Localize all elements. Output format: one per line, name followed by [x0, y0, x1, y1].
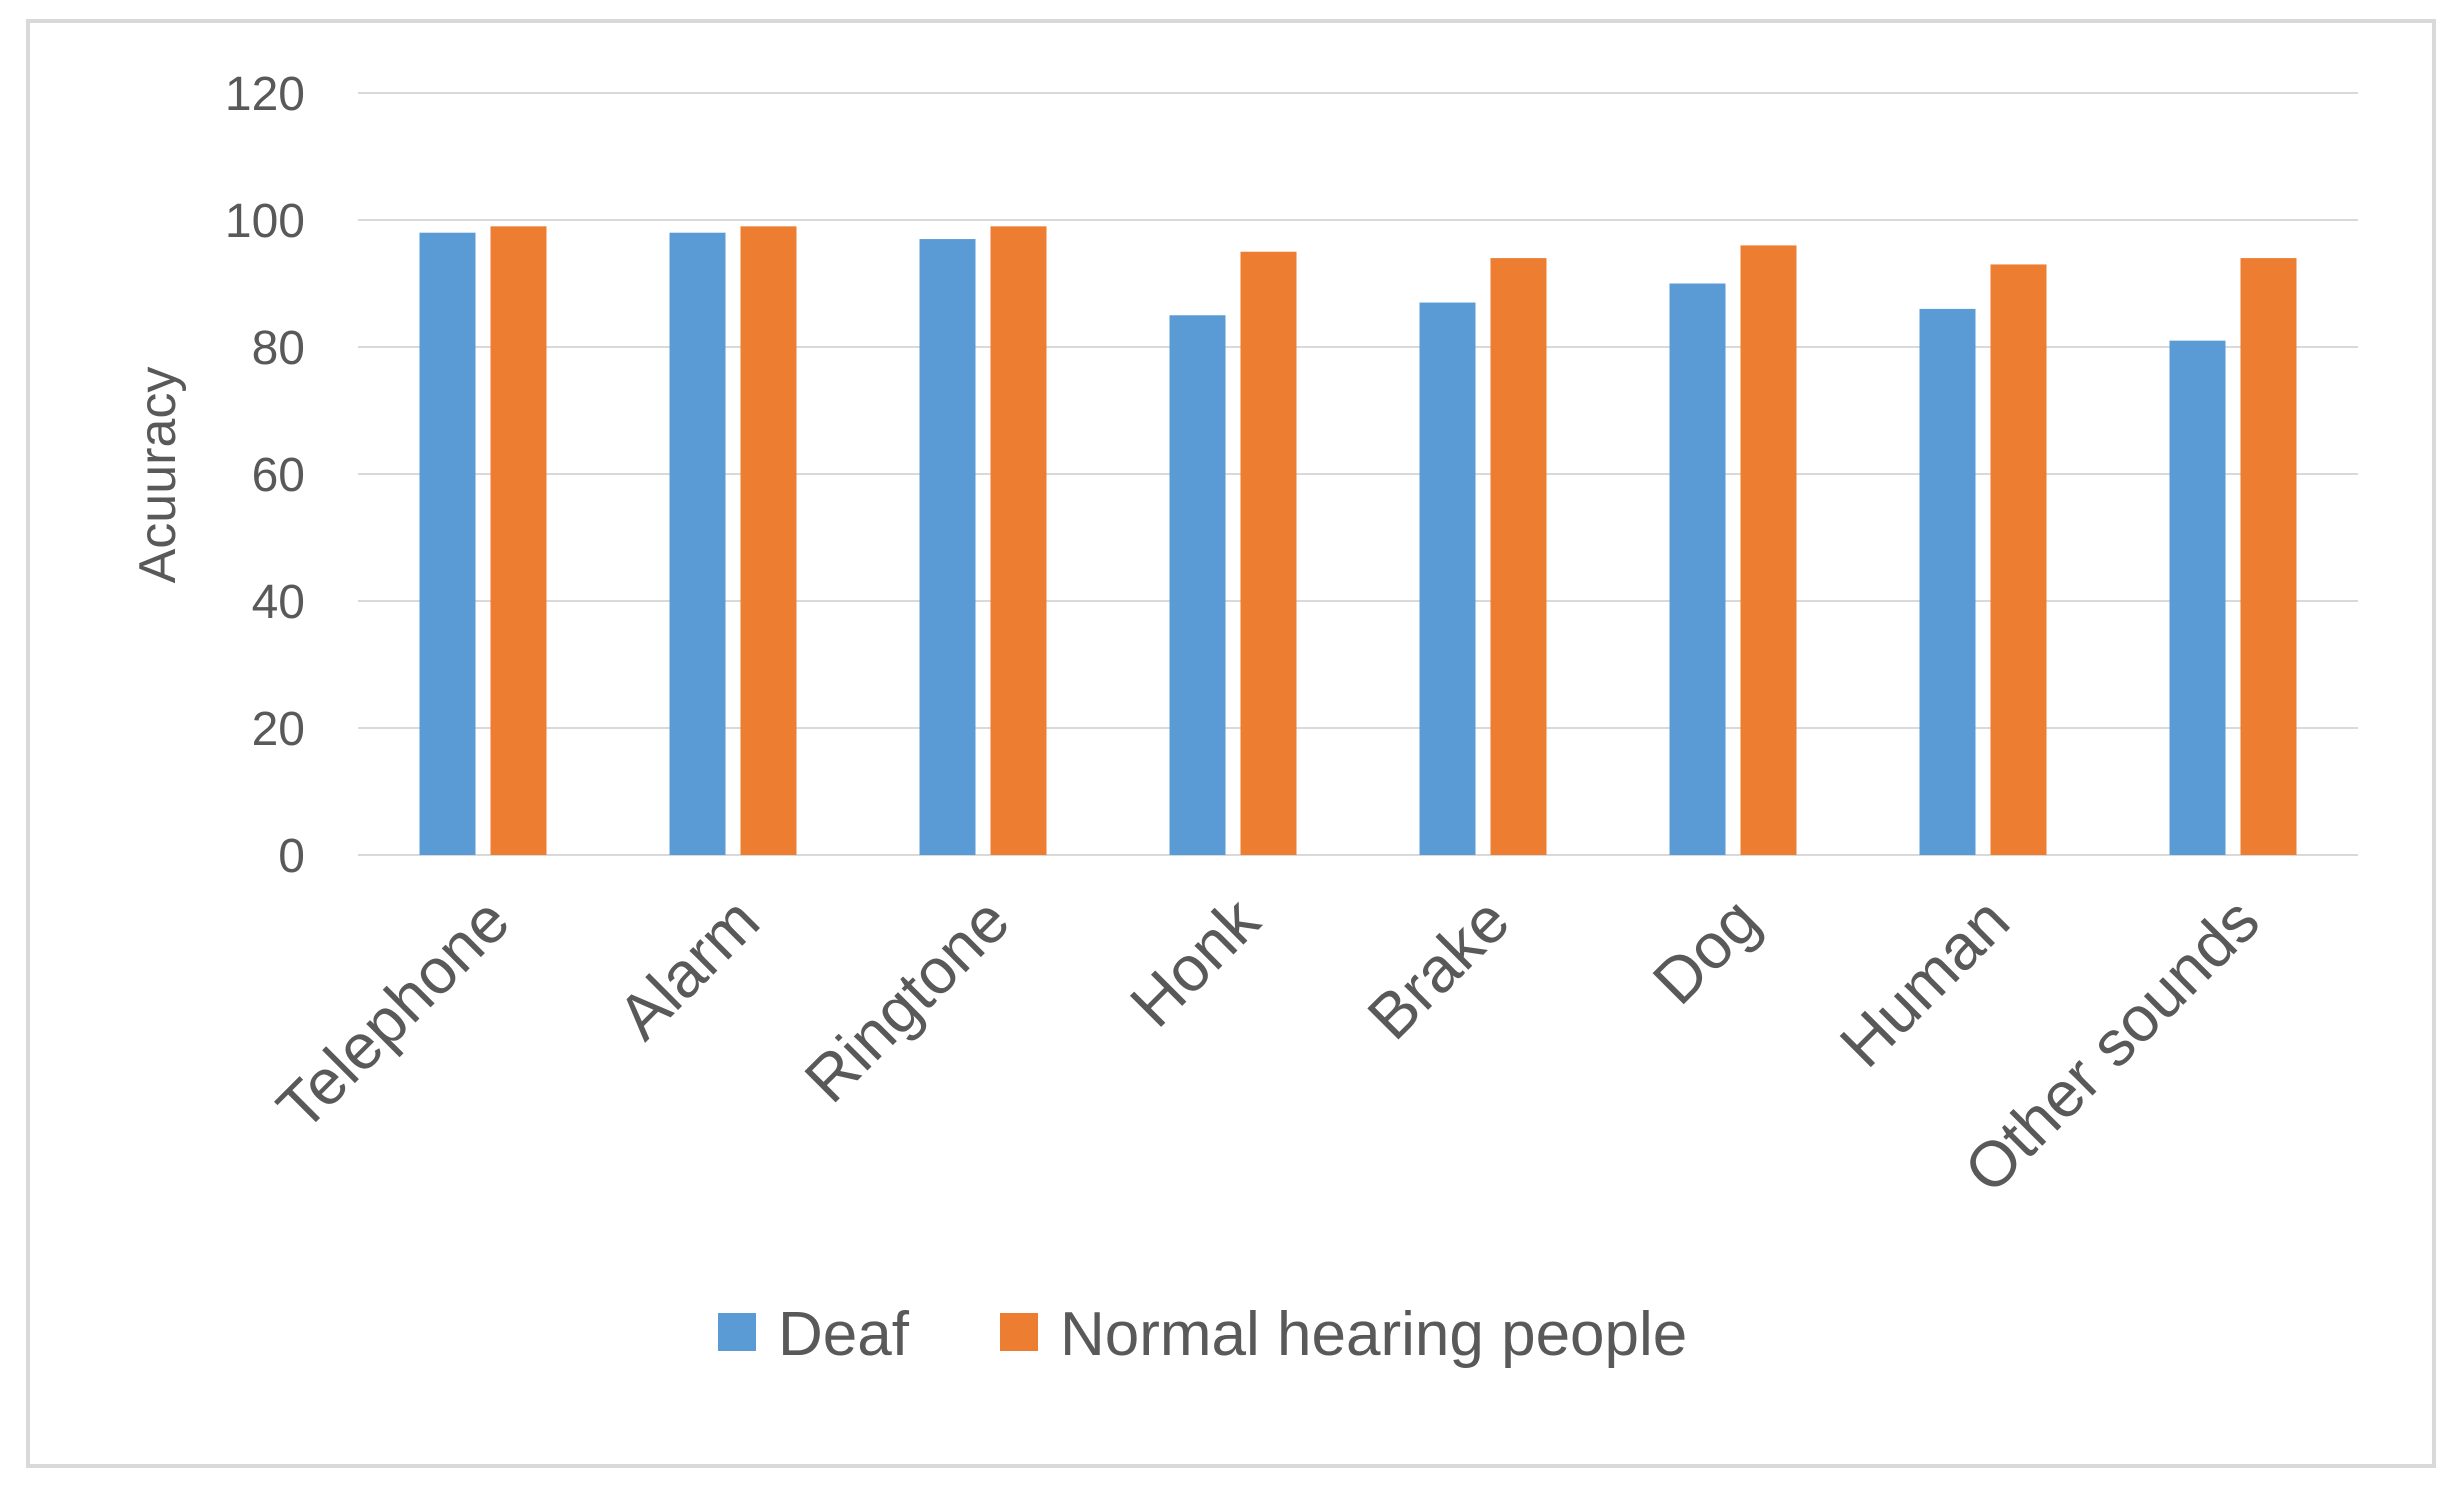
y-tick-label: 40 — [252, 576, 305, 629]
legend-swatch-deaf — [718, 1313, 756, 1351]
legend-label: Deaf — [778, 1300, 910, 1369]
bar-normal-hearing-people-human — [1990, 264, 2047, 855]
bar-deaf-other-sounds — [2169, 340, 2226, 855]
bar-deaf-alarm — [669, 232, 726, 855]
bar-deaf-dog — [1669, 283, 1726, 855]
legend-swatch-normal-hearing-people — [1000, 1313, 1038, 1351]
y-tick-label: 100 — [225, 195, 305, 248]
bars — [419, 226, 2297, 856]
bar-deaf-telephone — [419, 232, 476, 855]
y-tick-label: 60 — [252, 449, 305, 502]
bar-normal-hearing-people-alarm — [740, 226, 797, 856]
y-tick-label: 0 — [278, 830, 305, 883]
bar-deaf-ringtone — [919, 239, 976, 856]
bar-deaf-human — [1919, 308, 1976, 855]
y-tick-label: 80 — [252, 322, 305, 375]
bar-normal-hearing-people-honk — [1240, 251, 1297, 855]
legend: Deaf Normal hearing people — [718, 1300, 1687, 1369]
bar-normal-hearing-people-brake — [1490, 258, 1547, 856]
bar-normal-hearing-people-ringtone — [990, 226, 1047, 856]
y-tick-label: 120 — [225, 68, 305, 121]
y-axis-title: Acuuracy — [129, 367, 187, 584]
y-tick-label: 20 — [252, 703, 305, 756]
chart-border — [26, 19, 2436, 1468]
bar-normal-hearing-people-other-sounds — [2240, 258, 2297, 856]
bar-deaf-brake — [1419, 302, 1476, 855]
y-axis-ticks: 0 20 40 60 80 100 120 — [225, 68, 305, 883]
bar-normal-hearing-people-telephone — [490, 226, 547, 856]
bar-normal-hearing-people-dog — [1740, 245, 1797, 855]
legend-label: Normal hearing people — [1060, 1300, 1687, 1369]
bar-deaf-honk — [1169, 315, 1226, 855]
